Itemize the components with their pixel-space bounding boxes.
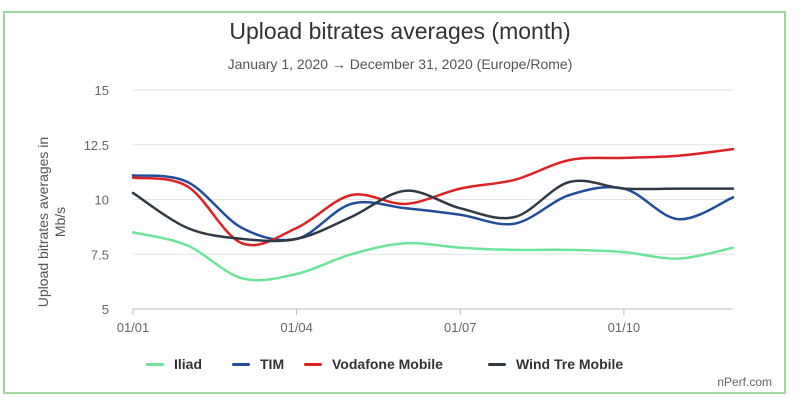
legend-swatch (488, 362, 506, 366)
y-tick-label: 15 (95, 83, 109, 98)
y-tick-label: 12.5 (84, 138, 109, 153)
y-tick-label: 5 (102, 302, 109, 317)
chart-subtitle: January 1, 2020 → December 31, 2020 (Eur… (227, 56, 573, 72)
legend-item-vodafone-mobile[interactable]: Vodafone Mobile (304, 356, 443, 372)
legend-label: Wind Tre Mobile (516, 356, 624, 372)
x-tick-label: 01/04 (280, 320, 313, 335)
legend-item-tim[interactable]: TIM (232, 356, 284, 372)
legend-swatch (146, 362, 164, 366)
legend-label: Vodafone Mobile (332, 356, 443, 372)
series-line-iliad (131, 231, 735, 282)
series-line-vodafone-mobile (131, 147, 735, 247)
credit-text: nPerf.com (717, 375, 772, 389)
y-tick-label: 7.5 (91, 247, 109, 262)
legend-label: TIM (260, 356, 285, 372)
x-tick-label: 01/10 (608, 320, 641, 335)
y-tick-label: 10 (95, 193, 109, 208)
legend-item-iliad[interactable]: Iliad (146, 356, 202, 372)
legend-swatch (232, 362, 250, 366)
series-line-tim (131, 174, 735, 242)
series-line-wind-tre-mobile (131, 179, 735, 243)
legend-label: Iliad (174, 356, 203, 372)
x-tick-label: 01/01 (117, 320, 150, 335)
legend-item-wind-tre-mobile[interactable]: Wind Tre Mobile (488, 356, 623, 372)
chart-title: Upload bitrates averages (month) (229, 18, 571, 44)
legend-swatch (304, 362, 322, 366)
chart-legend: Iliad TIM Vodafone Mobile Wind Tre Mobile (0, 356, 800, 380)
x-tick-label: 01/07 (444, 320, 477, 335)
